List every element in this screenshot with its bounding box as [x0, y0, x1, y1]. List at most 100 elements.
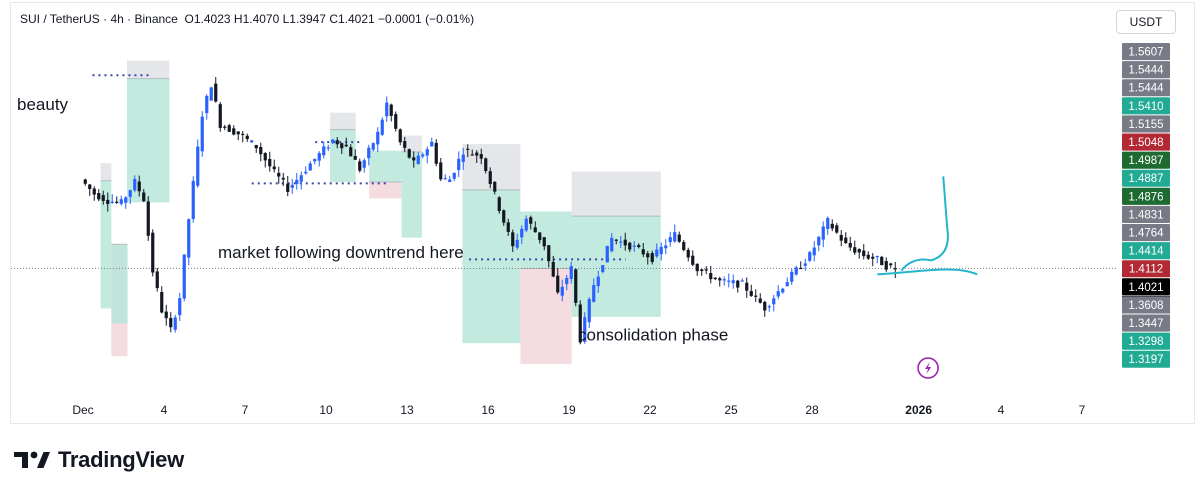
- candle: [713, 277, 717, 281]
- candle-body: [443, 178, 447, 180]
- symbol-label[interactable]: SUI / TetherUS · 4h · Binance: [20, 12, 178, 26]
- candle: [430, 137, 434, 147]
- tradingview-brand[interactable]: TradingView: [14, 447, 184, 473]
- candle-body: [259, 147, 263, 155]
- candle-body: [299, 175, 303, 182]
- candle: [200, 111, 204, 157]
- candle: [866, 251, 870, 260]
- candle-body: [277, 172, 281, 177]
- candle-body: [128, 190, 132, 197]
- stop-zone-0: [100, 163, 112, 181]
- candle: [803, 258, 807, 271]
- candle-body: [745, 282, 749, 291]
- candle-body: [758, 298, 762, 303]
- candle: [538, 232, 542, 244]
- x-tick-label: 2026: [905, 403, 932, 417]
- candle: [497, 196, 501, 214]
- candle-body: [488, 171, 492, 184]
- candle: [448, 175, 452, 183]
- candle-body: [560, 286, 564, 296]
- candle-body: [511, 232, 515, 247]
- annotation-beauty: beauty: [17, 95, 69, 114]
- candle-body: [682, 241, 686, 251]
- candle: [164, 304, 168, 326]
- candle-body: [533, 227, 537, 233]
- candle: [245, 133, 249, 142]
- candle: [637, 243, 641, 249]
- chart-area[interactable]: beauty market following downtrend here con…: [10, 2, 1195, 424]
- lightning-icon: [917, 357, 939, 379]
- candle-body: [799, 267, 803, 270]
- candle-body: [574, 269, 578, 303]
- candle-body: [677, 234, 681, 242]
- candle-body: [380, 119, 384, 135]
- candle-body: [470, 154, 474, 156]
- candle: [493, 181, 497, 195]
- candle: [340, 142, 344, 155]
- candle-body: [479, 154, 483, 159]
- candle: [317, 151, 321, 167]
- candle-body: [862, 250, 866, 257]
- tradingview-logo-icon: [14, 451, 50, 468]
- candle-body: [853, 247, 857, 253]
- candle-body: [331, 139, 335, 143]
- candle: [790, 269, 794, 285]
- candle: [151, 229, 155, 277]
- price-label-text: 1.4831: [1128, 209, 1163, 221]
- candle: [781, 287, 785, 294]
- candle: [551, 255, 555, 278]
- price-label-text: 1.5444: [1128, 83, 1164, 95]
- candle: [727, 273, 731, 288]
- candle: [277, 166, 281, 184]
- candle: [236, 131, 240, 141]
- candle: [295, 172, 299, 190]
- candle: [565, 274, 569, 291]
- stop-zone-3: [330, 112, 356, 130]
- candle: [817, 236, 821, 252]
- candle-body: [115, 201, 119, 203]
- candle: [650, 250, 654, 265]
- candle: [358, 158, 362, 173]
- target-zone-7: [520, 211, 572, 269]
- price-label-text: 1.4887: [1128, 173, 1163, 185]
- price-label-text: 1.5444: [1128, 65, 1164, 77]
- candle-body: [844, 237, 848, 244]
- candle: [344, 137, 348, 148]
- candle: [434, 139, 438, 167]
- candle: [110, 194, 114, 204]
- candle-body: [245, 135, 249, 140]
- candle: [223, 124, 227, 131]
- candle-body: [371, 143, 375, 150]
- candle-body: [794, 267, 798, 275]
- candle: [745, 277, 749, 298]
- candle-body: [785, 282, 789, 287]
- annotations-layer: beauty market following downtrend here con…: [17, 95, 978, 379]
- currency-selector[interactable]: USDT: [1116, 10, 1176, 34]
- candle-body: [322, 146, 326, 156]
- candle: [88, 183, 92, 196]
- price-label-bg: [1122, 350, 1170, 368]
- candle-body: [749, 291, 753, 296]
- candle-body: [214, 83, 218, 102]
- candle-body: [218, 104, 222, 128]
- candle: [767, 304, 771, 312]
- candle-body: [880, 256, 884, 266]
- price-label-text: 1.4876: [1128, 191, 1163, 203]
- candle: [457, 151, 461, 178]
- candlestick-chart[interactable]: beauty market following downtrend here con…: [11, 3, 1196, 425]
- candle: [592, 278, 596, 303]
- candle: [119, 195, 123, 206]
- candle: [169, 312, 173, 333]
- brand-name: TradingView: [58, 447, 184, 472]
- candle: [758, 293, 762, 304]
- candle: [214, 76, 218, 103]
- candle: [412, 151, 416, 168]
- candle: [749, 284, 753, 297]
- candle-body: [641, 249, 645, 255]
- candle-body: [466, 148, 470, 150]
- candle: [808, 250, 812, 263]
- candle: [835, 223, 839, 234]
- candle-body: [326, 147, 330, 149]
- candle-body: [227, 125, 231, 132]
- stop-zone-8: [571, 171, 661, 217]
